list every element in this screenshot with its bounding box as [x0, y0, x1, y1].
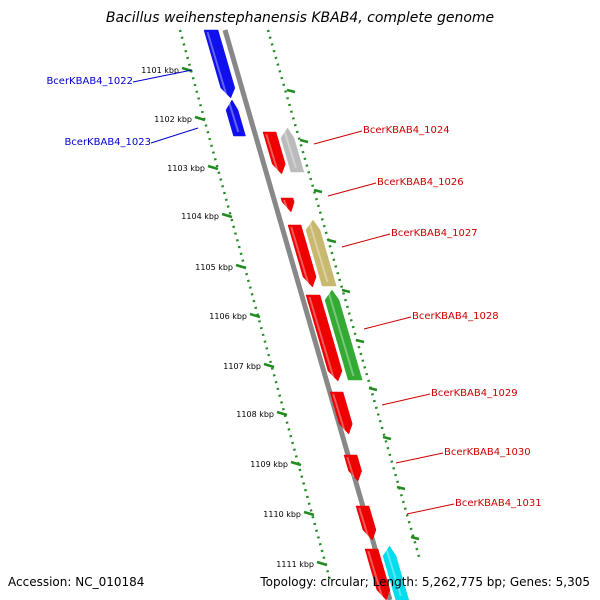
callout-line: [381, 393, 431, 406]
feature-highlight: [265, 133, 279, 171]
ruler-tick: [207, 164, 219, 171]
ruler-tick: [286, 88, 296, 94]
ruler-tick: [396, 485, 406, 491]
gene-feature: [280, 197, 295, 213]
ruler-ticks: [181, 66, 420, 567]
gene-label[interactable]: BcerKBAB4_1029: [431, 388, 518, 399]
ruler-tick-label: 1104 kbp: [181, 212, 219, 221]
callout-line: [327, 182, 377, 197]
ruler-tick: [341, 288, 351, 294]
ruler-tick-label: 1107 kbp: [223, 362, 261, 371]
gene-features: [203, 29, 410, 600]
callout-line: [132, 69, 193, 83]
ruler-left: [178, 29, 332, 581]
feature-highlight: [358, 507, 369, 537]
gene-callouts: BcerKBAB4_1022 BcerKBAB4_1023 BcerKBAB4_10…: [46, 69, 542, 515]
ruler-tick-label: 1101 kbp: [141, 66, 179, 75]
ruler-tick: [327, 238, 337, 244]
feature-highlight: [367, 550, 383, 597]
gene-label[interactable]: BcerKBAB4_1031: [455, 498, 542, 509]
ruler-right: [266, 29, 422, 561]
gene-feature: [203, 29, 236, 99]
ruler-tick: [290, 460, 302, 467]
ruler-tick-label: 1106 kbp: [209, 312, 247, 321]
ruler-tick: [303, 510, 315, 517]
ruler-tick: [221, 212, 233, 219]
ruler-tick-labels: 1101 kbp 1102 kbp 1103 kbp 1104 kbp 1105 kbp…: [141, 66, 314, 569]
gene-feature: [287, 224, 317, 288]
feature-highlight: [283, 129, 297, 169]
feature-highlight: [283, 199, 288, 209]
gene-label[interactable]: BcerKBAB4_1028: [412, 311, 499, 322]
map-title: Bacillus weihenstephanensis KBAB4, compl…: [106, 10, 494, 26]
ruler-tick: [263, 362, 275, 369]
ruler-tick: [410, 535, 420, 541]
gene-label[interactable]: BcerKBAB4_1030: [444, 447, 531, 458]
feature-highlight: [308, 221, 329, 283]
ruler-tick: [313, 188, 323, 194]
feature-highlight: [290, 226, 310, 284]
callout-line: [341, 233, 391, 248]
gene-feature: [280, 127, 305, 173]
gene-feature: [305, 294, 343, 382]
gene-feature: [364, 548, 391, 600]
dna-backbone: [222, 29, 393, 600]
ruler-tick-label: 1111 kbp: [276, 560, 314, 569]
gene-label[interactable]: BcerKBAB4_1026: [377, 177, 464, 188]
gene-label[interactable]: BcerKBAB4_1022: [46, 76, 133, 87]
gene-label[interactable]: BcerKBAB4_1024: [363, 125, 450, 136]
ruler-tick: [355, 338, 365, 344]
gene-feature: [382, 545, 410, 600]
callout-line: [363, 316, 412, 330]
gene-feature: [343, 454, 362, 482]
ruler-tick-label: 1110 kbp: [263, 510, 301, 519]
ruler-tick: [382, 435, 392, 441]
callout-line: [150, 127, 199, 144]
gene-feature: [305, 219, 337, 287]
ruler-tick-label: 1103 kbp: [167, 164, 205, 173]
callout-line: [313, 130, 363, 145]
ruler-tick: [235, 263, 247, 270]
feature-highlight: [228, 101, 240, 133]
callout-line: [406, 503, 455, 515]
ruler-tick: [276, 410, 288, 417]
gene-label[interactable]: BcerKBAB4_1027: [391, 228, 478, 239]
callout-line: [395, 452, 444, 464]
feature-highlight: [308, 296, 335, 378]
ruler-tick: [194, 115, 206, 122]
ruler-tick: [316, 560, 328, 567]
genome-summary: Topology: circular; Length: 5,262,775 bp…: [259, 575, 590, 589]
ruler-tick: [299, 138, 309, 144]
feature-highlight: [327, 291, 355, 377]
gene-feature: [329, 391, 353, 435]
ruler-tick-label: 1108 kbp: [236, 410, 274, 419]
gene-label[interactable]: BcerKBAB4_1023: [64, 137, 151, 148]
gene-feature: [355, 505, 377, 541]
ruler-tick: [368, 386, 378, 392]
feature-highlight: [206, 31, 228, 95]
gene-feature: [324, 289, 363, 381]
ruler-tick-label: 1102 kbp: [154, 115, 192, 124]
ruler-tick-label: 1105 kbp: [195, 263, 233, 272]
gene-feature: [225, 99, 246, 137]
ruler-tick-label: 1109 kbp: [250, 460, 288, 469]
feature-highlight: [385, 547, 402, 597]
accession-label: Accession: NC_010184: [8, 575, 144, 589]
ruler-tick: [249, 312, 261, 319]
feature-highlight: [332, 393, 346, 431]
gene-feature: [262, 131, 286, 175]
feature-highlight: [346, 456, 355, 478]
